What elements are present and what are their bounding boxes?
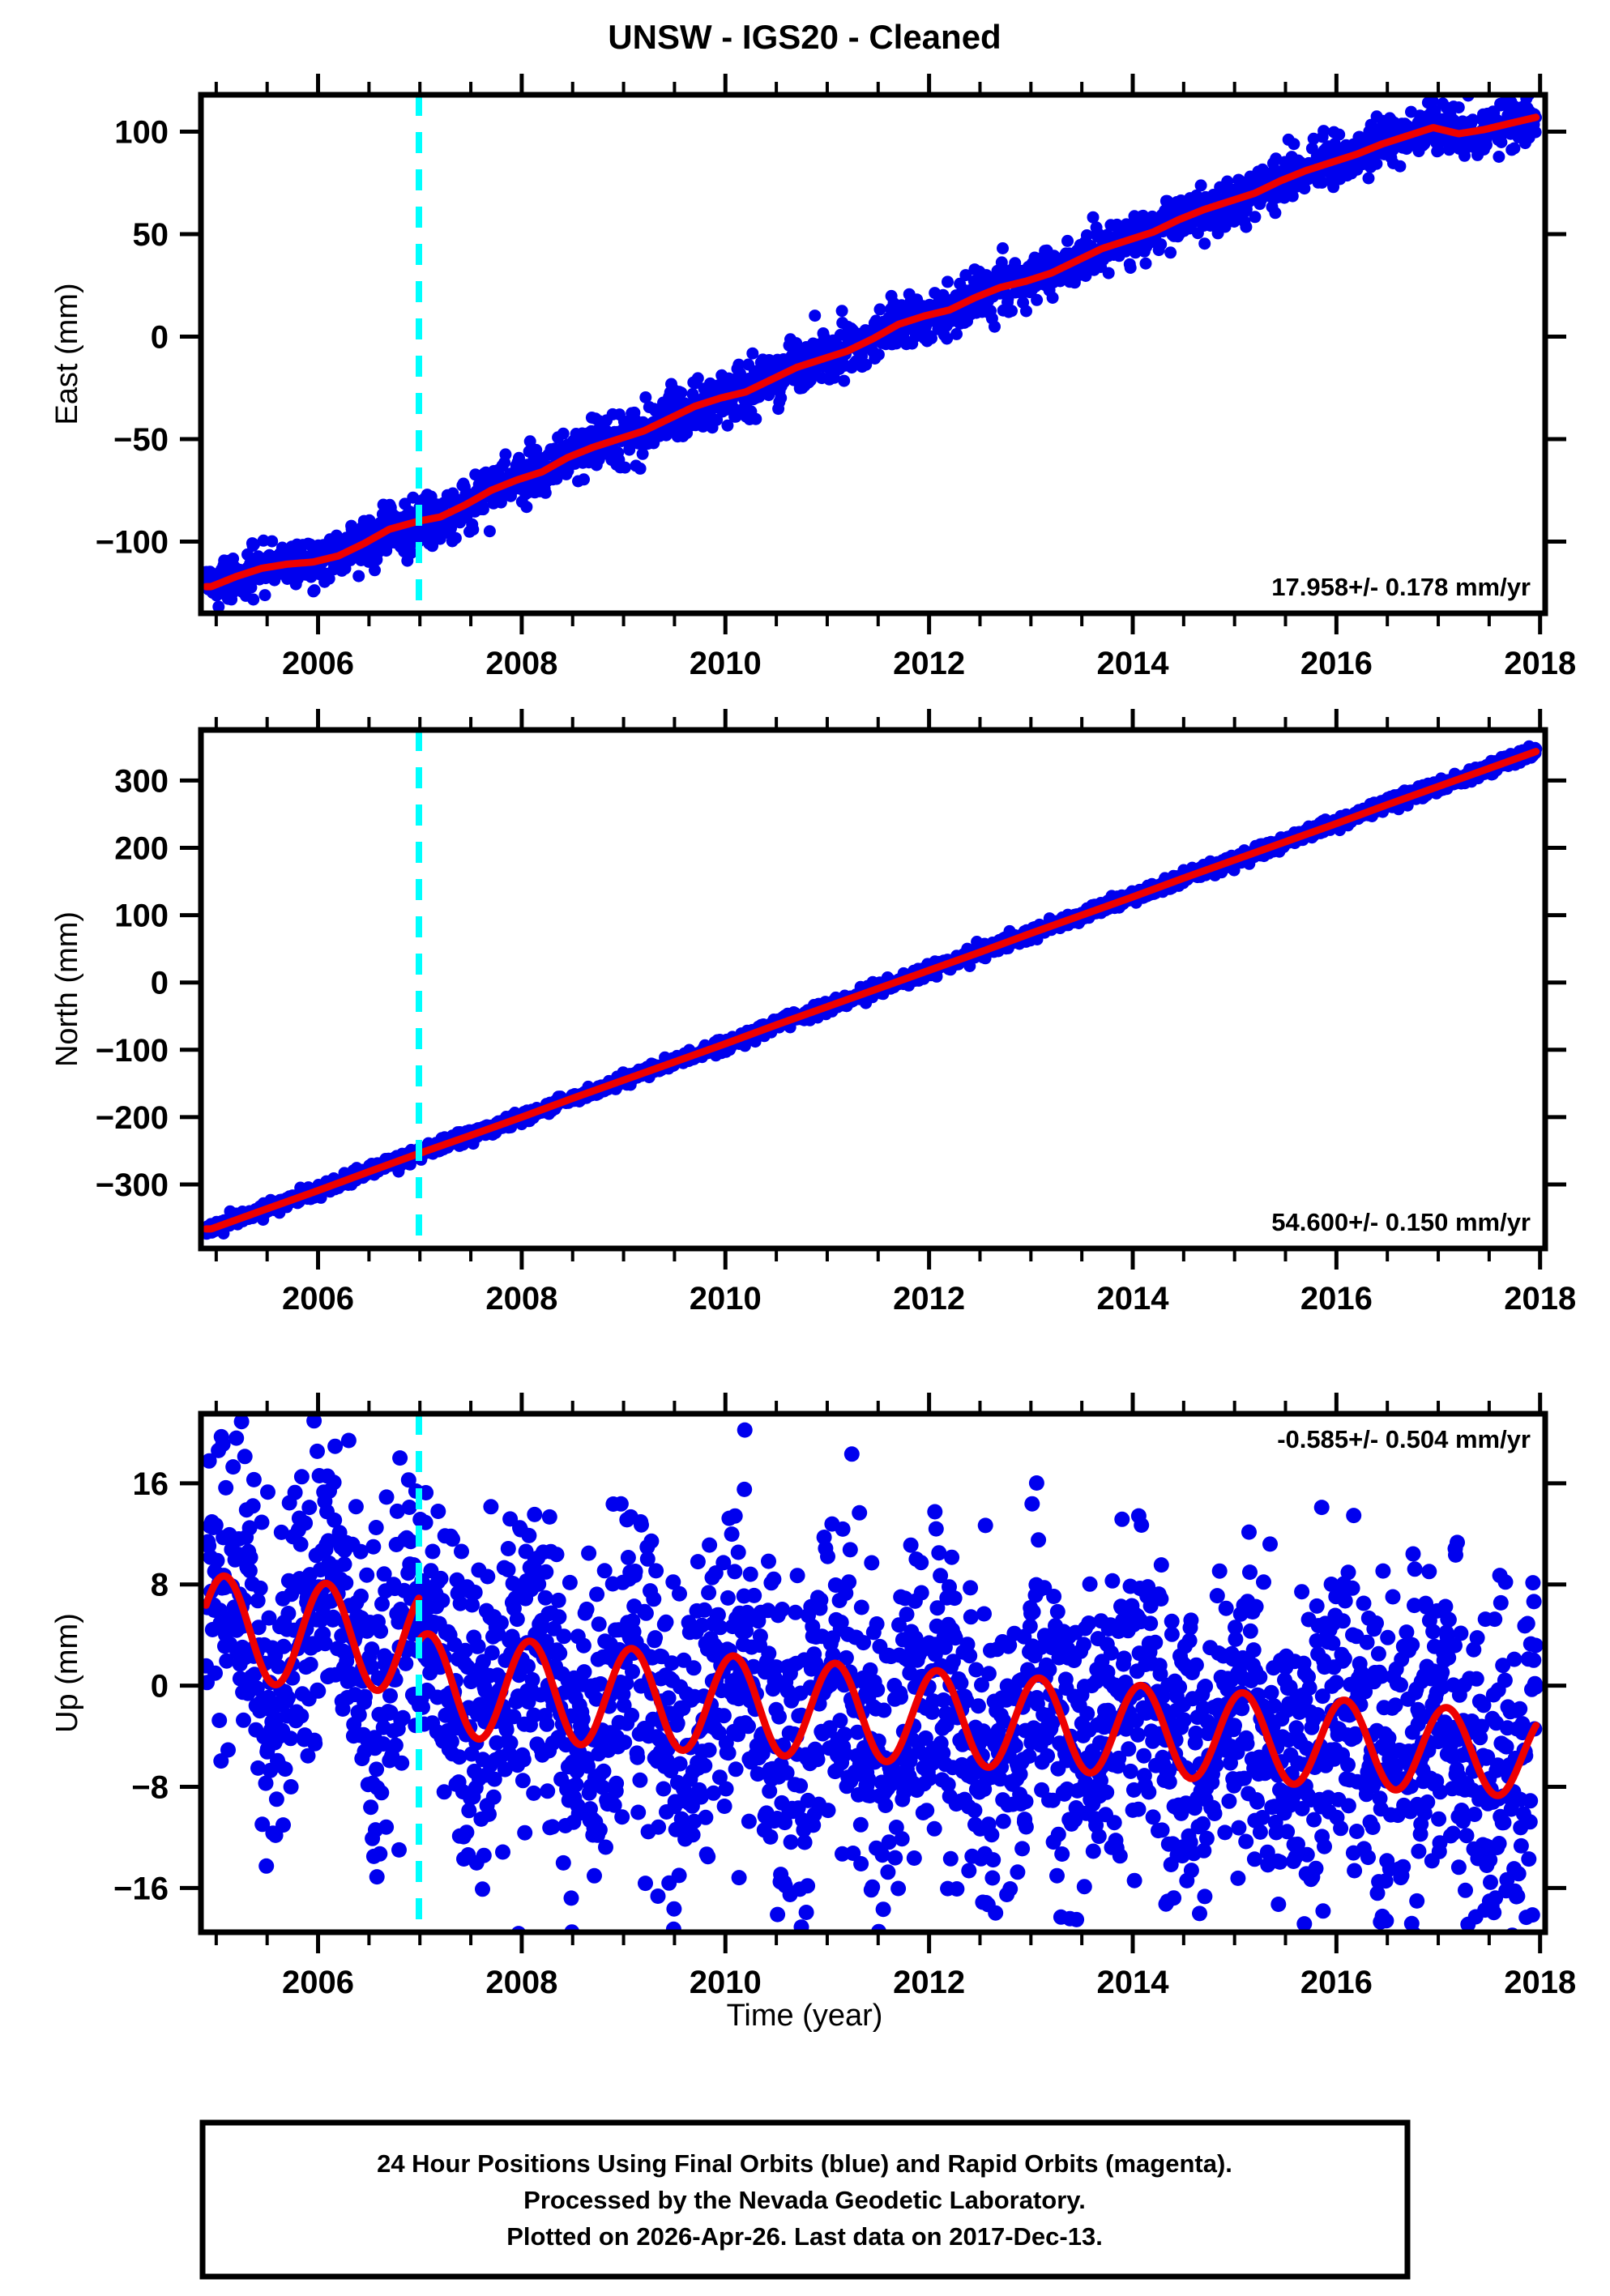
x-tick-label: 2012 <box>893 1281 965 1317</box>
y-tick-label: 8 <box>151 1568 169 1603</box>
rate-annotation-east: 17.958+/- 0.178 mm/yr <box>1271 573 1531 601</box>
axis-ticks-north: 2006 2008 2010 2012 2014 2016 2018 300 200 100 0 −1… <box>96 709 1576 1317</box>
x-tick-label: 2010 <box>690 646 762 681</box>
x-tick-label: 2006 <box>282 1281 354 1317</box>
y-tick-label: 0 <box>151 319 169 355</box>
x-tick-label: 2014 <box>1096 1965 1169 2000</box>
data-layer-north <box>201 730 1543 1248</box>
caption-line-3: Plotted on 2026-Apr-26. Last data on 201… <box>506 2222 1103 2251</box>
panel-group: 2006 2008 2010 2012 2014 2016 2018100500−50−10… <box>50 74 1576 2000</box>
x-tick-label: 2018 <box>1504 646 1576 681</box>
x-axis-label: Time (year) <box>727 1999 883 2033</box>
x-tick-label: 2006 <box>282 646 354 681</box>
panel-north: 2006 2008 2010 2012 2014 2016 2018 300 200 100 0 −1… <box>50 709 1576 1317</box>
x-tick-label: 2018 <box>1504 1965 1576 2000</box>
fit-line-north <box>202 748 1540 1233</box>
rate-annotation-up: -0.585+/- 0.504 mm/yr <box>1277 1425 1531 1453</box>
y-tick-label: 0 <box>151 966 169 1001</box>
plot-frame-east <box>198 92 1548 617</box>
caption-box-border <box>199 2119 1411 2280</box>
x-tick-label: 2008 <box>485 1281 557 1317</box>
x-tick-label: 2010 <box>690 1281 762 1317</box>
panel-up: 2006 2008 2010 2012 2014 2016 2018 16 8 0 −8 −16 Up … <box>50 1393 1576 2000</box>
y-tick-label: 50 <box>133 217 169 253</box>
x-tick-label: 2012 <box>893 1965 965 2000</box>
y-tick-label: 100 <box>114 898 169 934</box>
y-tick-label: −200 <box>96 1100 169 1136</box>
fit-line-up <box>202 1572 1540 1799</box>
fit-line-east <box>202 113 1540 591</box>
plot-frame-north <box>198 727 1548 1252</box>
y-tick-label: 16 <box>133 1466 169 1502</box>
x-tick-label: 2008 <box>485 646 557 681</box>
y-tick-label: −100 <box>96 1033 169 1069</box>
x-tick-label: 2016 <box>1300 646 1373 681</box>
plot-frame-up <box>198 1410 1548 1935</box>
y-axis-label-east: East (mm) <box>50 283 84 425</box>
axis-ticks-up: 2006 2008 2010 2012 2014 2016 2018 16 8 0 −8 −16 <box>113 1393 1576 2000</box>
y-tick-label: 0 <box>151 1669 169 1705</box>
caption-line-2: Processed by the Nevada Geodetic Laborat… <box>523 2186 1086 2214</box>
y-tick-label: −50 <box>113 422 169 458</box>
figure-title: UNSW - IGS20 - Cleaned <box>608 18 1001 56</box>
y-axis-label-north: North (mm) <box>50 911 84 1067</box>
data-layer-up <box>201 1414 1544 1932</box>
y-tick-label: −16 <box>113 1871 169 1906</box>
y-tick-label: −100 <box>96 524 169 560</box>
x-tick-label: 2014 <box>1096 1281 1169 1317</box>
y-axis-label-up: Up (mm) <box>50 1613 84 1733</box>
y-tick-label: 100 <box>114 115 169 151</box>
x-tick-label: 2008 <box>485 1965 557 2000</box>
x-tick-label: 2006 <box>282 1965 354 2000</box>
x-tick-label: 2016 <box>1300 1965 1373 2000</box>
x-tick-label: 2016 <box>1300 1281 1373 1317</box>
x-tick-label: 2012 <box>893 646 965 681</box>
y-tick-label: 300 <box>114 763 169 799</box>
axis-ticks-east: 2006 2008 2010 2012 2014 2016 2018 100 50 0 −50 −10… <box>96 74 1576 681</box>
data-layer-east <box>201 95 1542 613</box>
caption-line-1: 24 Hour Positions Using Final Orbits (bl… <box>377 2149 1232 2178</box>
y-tick-label: −8 <box>131 1769 169 1805</box>
x-tick-label: 2010 <box>690 1965 762 2000</box>
caption-box: 24 Hour Positions Using Final Orbits (bl… <box>199 2119 1411 2280</box>
y-tick-label: −300 <box>96 1167 169 1203</box>
y-tick-label: 200 <box>114 830 169 866</box>
panel-east: 2006 2008 2010 2012 2014 2016 2018 100 50 0 −50 −10… <box>50 74 1576 681</box>
x-tick-label: 2018 <box>1504 1281 1576 1317</box>
rate-annotation-north: 54.600+/- 0.150 mm/yr <box>1271 1208 1531 1236</box>
x-tick-label: 2014 <box>1096 646 1169 681</box>
